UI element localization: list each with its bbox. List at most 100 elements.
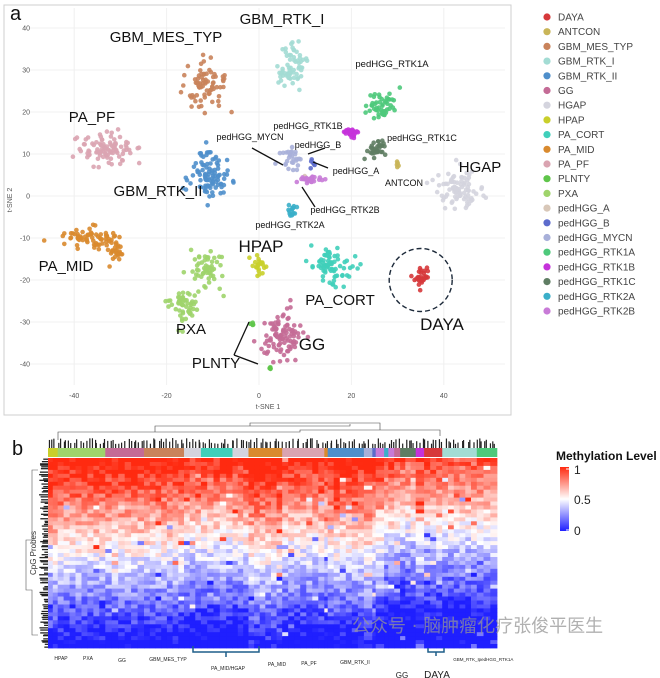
heatmap-cell (459, 497, 466, 502)
heatmap-cell (339, 624, 347, 629)
legend-label: ANTCON (558, 27, 600, 38)
heatmap-cell (459, 580, 466, 586)
data-point (220, 273, 225, 279)
heatmap-cell (410, 572, 417, 578)
heatmap-cell (232, 620, 239, 625)
heatmap-cell (453, 596, 460, 601)
heatmap-cell (149, 564, 156, 570)
heatmap-cell (131, 477, 138, 483)
heatmap-cell (144, 564, 151, 570)
heatmap-cell (351, 481, 359, 487)
heatmap-cell (333, 493, 341, 498)
heatmap-cell (405, 632, 411, 637)
heatmap-cell (75, 489, 82, 495)
heatmap-cell (105, 509, 113, 514)
heatmap-cell (161, 509, 168, 514)
heatmap-cell (93, 517, 100, 522)
heatmap-cell (300, 541, 307, 546)
data-point (201, 59, 207, 64)
heatmap-cell (430, 462, 437, 467)
heatmap-cell (276, 632, 283, 637)
heatmap-cell (149, 462, 156, 467)
heatmap-cell (448, 640, 455, 645)
heatmap-cell (254, 513, 261, 518)
heatmap-cell (137, 600, 145, 605)
legend-swatch (543, 307, 551, 315)
heatmap-cell (357, 557, 365, 562)
heatmap-cell (184, 505, 190, 510)
heatmap-cell (184, 612, 190, 617)
heatmap-cell (400, 505, 406, 510)
heatmap-cell (312, 636, 319, 641)
heatmap-cell (333, 489, 341, 495)
data-point (481, 193, 486, 198)
heatmap-cell (459, 485, 466, 491)
heatmap-cell (93, 580, 100, 586)
heatmap-cell (333, 481, 341, 487)
heatmap-cell (312, 632, 319, 637)
heatmap-cell (63, 608, 70, 613)
heatmap-cell (195, 568, 202, 574)
heatmap-cell (271, 553, 277, 558)
heatmap-cell (226, 580, 233, 586)
heatmap-cell (375, 596, 385, 601)
heatmap-cell (453, 608, 460, 613)
heatmap-cell (149, 616, 156, 621)
heatmap-cell (384, 580, 389, 586)
heatmap-cell (363, 624, 373, 629)
heatmap-cell (87, 477, 94, 483)
heatmap-cell (410, 620, 417, 625)
heatmap-cell (178, 541, 185, 546)
heatmap-cell (327, 560, 335, 566)
heatmap-cell (155, 549, 162, 554)
heatmap-cell (363, 580, 373, 586)
heatmap-cell (232, 576, 239, 582)
heatmap-cell (155, 513, 162, 518)
heatmap-cell (200, 600, 208, 605)
heatmap-cell (394, 576, 401, 582)
data-point (430, 177, 435, 183)
heatmap-cell (52, 525, 58, 530)
heatmap-cell (357, 596, 365, 601)
heatmap-cell (430, 608, 437, 613)
data-point (425, 268, 431, 274)
heatmap-cell (294, 592, 301, 597)
heatmap-cell (363, 564, 373, 570)
heatmap-cell (436, 489, 443, 495)
heatmap-cell (189, 501, 196, 506)
heatmap-cell (149, 521, 156, 526)
heatmap-cell (375, 600, 385, 605)
data-point (417, 287, 423, 293)
heatmap-cell (144, 628, 151, 633)
heatmap-cell (87, 628, 94, 633)
heatmap-cell (93, 632, 100, 637)
heatmap-cell (306, 485, 313, 491)
heatmap-cell (213, 493, 221, 498)
heatmap-cell (99, 616, 106, 621)
heatmap-cell (294, 473, 301, 479)
heatmap-cell (99, 576, 106, 582)
heatmap-cell (172, 501, 179, 506)
heatmap-cell (87, 473, 94, 479)
heatmap-cell (63, 529, 70, 534)
heatmap-cell (124, 568, 132, 574)
heatmap-cell (189, 576, 196, 582)
data-point (196, 268, 201, 273)
heatmap-cell (200, 473, 208, 479)
heatmap-cell (453, 489, 460, 495)
heatmap-cell (137, 489, 145, 495)
heatmap-cell (172, 557, 179, 562)
data-point (221, 190, 226, 195)
heatmap-cell (410, 576, 417, 582)
heatmap-cell (372, 549, 377, 554)
heatmap-cell (144, 458, 151, 463)
data-point (208, 249, 213, 254)
heatmap-cell (111, 549, 119, 554)
heatmap-cell (375, 481, 385, 487)
heatmap-cell (213, 517, 221, 522)
heatmap-cell (294, 568, 301, 574)
heatmap-cell (333, 624, 341, 629)
heatmap-cell (415, 537, 425, 542)
legend-label: GBM_MES_TYP (558, 42, 633, 53)
heatmap-cell (131, 517, 138, 522)
